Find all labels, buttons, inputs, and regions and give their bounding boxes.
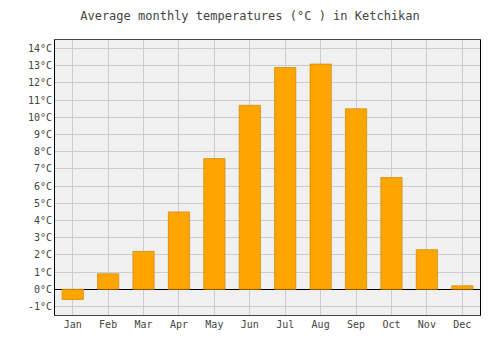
svg-text:Average monthly temperatures (: Average monthly temperatures (°C ) in Ke…	[80, 9, 420, 23]
svg-text:Jan: Jan	[64, 319, 82, 330]
svg-text:Apr: Apr	[170, 319, 188, 330]
svg-text:11°C: 11°C	[28, 95, 52, 106]
svg-text:10°C: 10°C	[28, 112, 52, 123]
svg-text:-1°C: -1°C	[28, 301, 52, 312]
svg-text:Jun: Jun	[241, 319, 259, 330]
svg-text:4°C: 4°C	[34, 215, 52, 226]
svg-text:Feb: Feb	[99, 319, 117, 330]
svg-text:8°C: 8°C	[34, 146, 52, 157]
svg-text:0°C: 0°C	[34, 284, 52, 295]
svg-text:7°C: 7°C	[34, 163, 52, 174]
svg-text:13°C: 13°C	[28, 60, 52, 71]
svg-text:Aug: Aug	[312, 319, 330, 330]
svg-text:1°C: 1°C	[34, 267, 52, 278]
svg-text:Sep: Sep	[347, 319, 365, 330]
svg-text:Nov: Nov	[418, 319, 436, 330]
svg-text:12°C: 12°C	[28, 77, 52, 88]
svg-text:14°C: 14°C	[28, 43, 52, 54]
svg-text:Mar: Mar	[135, 319, 153, 330]
svg-text:5°C: 5°C	[34, 198, 52, 209]
svg-text:Jul: Jul	[276, 319, 294, 330]
svg-text:6°C: 6°C	[34, 181, 52, 192]
svg-text:9°C: 9°C	[34, 129, 52, 140]
svg-text:Dec: Dec	[453, 319, 471, 330]
svg-text:2°C: 2°C	[34, 249, 52, 260]
svg-text:3°C: 3°C	[34, 232, 52, 243]
svg-text:May: May	[205, 319, 223, 330]
svg-text:Oct: Oct	[382, 319, 400, 330]
